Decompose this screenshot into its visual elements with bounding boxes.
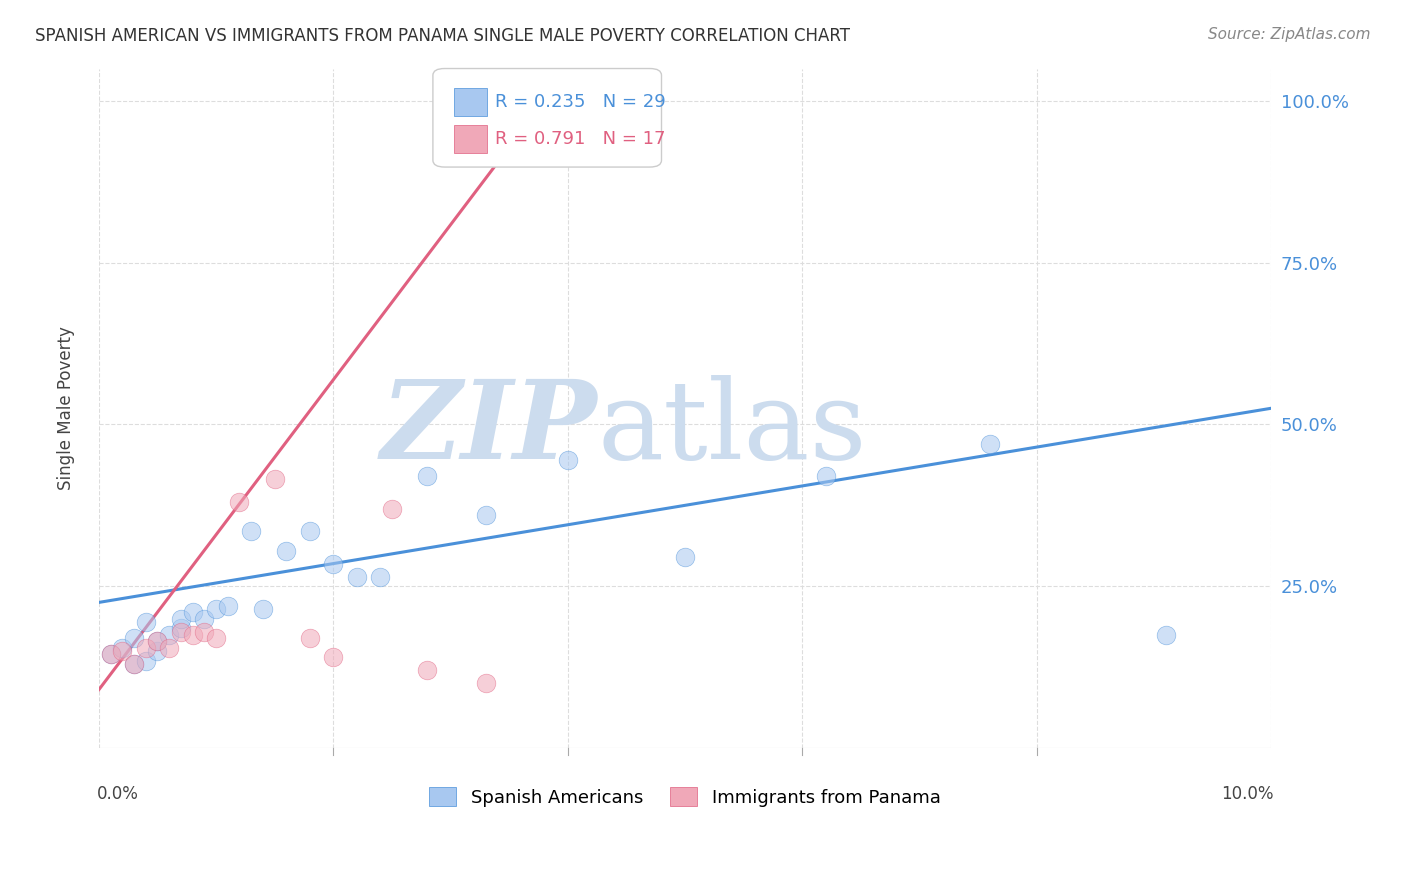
Point [322, 557, 344, 571]
Point [474, 676, 496, 690]
Point [217, 599, 239, 613]
Text: ZIP: ZIP [381, 375, 598, 483]
Point [979, 437, 1001, 451]
Point [474, 508, 496, 522]
Point [146, 644, 169, 658]
Point [181, 628, 204, 642]
Text: atlas: atlas [598, 376, 866, 483]
Point [146, 634, 169, 648]
Point [111, 644, 134, 658]
Legend: Spanish Americans, Immigrants from Panama: Spanish Americans, Immigrants from Panam… [422, 780, 948, 814]
Point [111, 640, 134, 655]
Point [416, 469, 439, 483]
Text: 10.0%: 10.0% [1220, 786, 1274, 804]
Point [205, 602, 228, 616]
Point [814, 469, 837, 483]
FancyBboxPatch shape [433, 69, 661, 167]
Point [416, 664, 439, 678]
Point [228, 495, 250, 509]
Point [193, 624, 215, 639]
Point [193, 612, 215, 626]
Point [1154, 628, 1177, 642]
Point [557, 453, 579, 467]
Point [170, 612, 193, 626]
Text: Source: ZipAtlas.com: Source: ZipAtlas.com [1208, 27, 1371, 42]
Point [135, 640, 157, 655]
Point [157, 628, 180, 642]
Point [135, 615, 157, 629]
Point [100, 647, 122, 661]
Point [146, 634, 169, 648]
Point [240, 524, 263, 539]
Point [276, 543, 298, 558]
Point [298, 631, 321, 645]
Bar [454, 125, 486, 153]
Point [252, 602, 274, 616]
Point [122, 657, 145, 671]
Point [122, 657, 145, 671]
Y-axis label: Single Male Poverty: Single Male Poverty [58, 326, 75, 491]
Point [322, 650, 344, 665]
Point [122, 631, 145, 645]
Point [135, 654, 157, 668]
Point [298, 524, 321, 539]
Point [263, 473, 285, 487]
Point [381, 501, 404, 516]
Point [170, 621, 193, 635]
Point [368, 569, 391, 583]
Text: R = 0.235   N = 29: R = 0.235 N = 29 [495, 93, 666, 111]
Text: R = 0.791   N = 17: R = 0.791 N = 17 [495, 130, 665, 148]
Point [673, 550, 696, 565]
Point [346, 569, 368, 583]
Text: 0.0%: 0.0% [97, 786, 138, 804]
Point [100, 647, 122, 661]
Point [170, 624, 193, 639]
Text: SPANISH AMERICAN VS IMMIGRANTS FROM PANAMA SINGLE MALE POVERTY CORRELATION CHART: SPANISH AMERICAN VS IMMIGRANTS FROM PANA… [35, 27, 851, 45]
Point [181, 605, 204, 619]
Bar [454, 87, 486, 116]
Point [157, 640, 180, 655]
Point [205, 631, 228, 645]
